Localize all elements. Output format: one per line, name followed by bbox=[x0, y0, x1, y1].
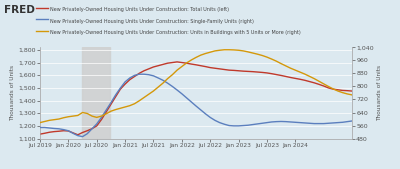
Bar bbox=[82, 47, 110, 139]
Text: FRED: FRED bbox=[4, 5, 35, 15]
Text: New Privately-Owned Housing Units Under Construction: Single-Family Units (right: New Privately-Owned Housing Units Under … bbox=[50, 19, 254, 24]
Y-axis label: Thousands of Units: Thousands of Units bbox=[376, 65, 382, 121]
Text: New Privately-Owned Housing Units Under Construction: Total Units (left): New Privately-Owned Housing Units Under … bbox=[50, 7, 229, 12]
Text: New Privately-Owned Housing Units Under Construction: Units in Buildings with 5 : New Privately-Owned Housing Units Under … bbox=[50, 30, 301, 35]
Y-axis label: Thousands of Units: Thousands of Units bbox=[10, 65, 16, 121]
